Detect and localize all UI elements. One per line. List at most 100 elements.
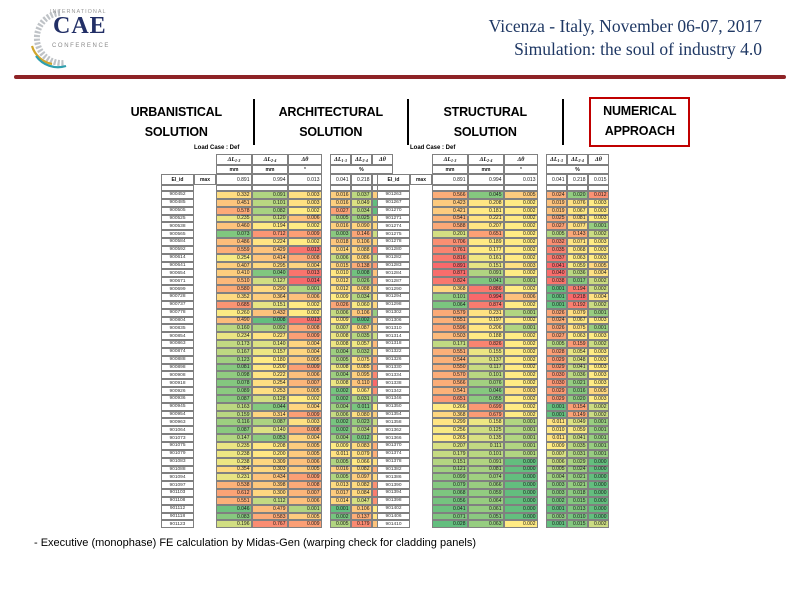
element-id: 900728	[161, 292, 194, 301]
gap	[538, 246, 546, 254]
value-cell: 0.020	[567, 191, 588, 199]
element-id: 900452	[161, 191, 194, 199]
gap	[322, 458, 330, 466]
value-cell: 0.002	[504, 371, 538, 380]
element-id: 900936	[161, 394, 194, 403]
el-id-header: El_id	[377, 174, 410, 185]
gap	[538, 418, 546, 426]
gap	[322, 379, 330, 387]
value-cell: 0.003	[330, 230, 351, 239]
element-id: 901108	[161, 496, 194, 505]
gap	[322, 411, 330, 419]
gap	[322, 364, 330, 372]
max-label: max	[194, 174, 216, 185]
gap	[322, 309, 330, 317]
value-cell: 0.224	[252, 238, 288, 246]
value-cell: 0.706	[432, 238, 468, 246]
element-id: 901271	[377, 214, 410, 223]
value-cell: 0.003	[588, 379, 609, 388]
gap	[538, 317, 546, 325]
gap	[538, 450, 546, 458]
value-cell: 0.218	[567, 292, 588, 301]
value-cell: 0.005	[546, 340, 567, 348]
spacer	[410, 191, 432, 199]
spacer	[194, 426, 216, 434]
gap	[322, 371, 330, 379]
value-cell: 0.112	[252, 496, 288, 505]
spacer	[194, 277, 216, 285]
value-cell: 0.035	[351, 332, 372, 341]
spacer	[194, 497, 216, 505]
gap	[538, 364, 546, 372]
spacer	[410, 356, 432, 364]
gap	[538, 215, 546, 223]
element-id: 901374	[377, 449, 410, 458]
value-cell: 0.207	[468, 222, 504, 231]
value-cell: 0.087	[252, 418, 288, 427]
value-cell: 0.025	[546, 214, 567, 223]
value-cell: 0.222	[252, 371, 288, 380]
value-cell: 0.010	[567, 512, 588, 521]
value-cell: 0.149	[567, 410, 588, 419]
value-cell: 0.006	[546, 457, 567, 466]
value-cell: 0.001	[546, 410, 567, 419]
value-cell: 0.002	[588, 285, 609, 293]
value-cell: 0.007	[546, 449, 567, 458]
value-cell: 0.886	[468, 285, 504, 293]
value-cell: 0.023	[351, 418, 372, 427]
value-cell: 0.067	[351, 387, 372, 395]
value-cell: 0.140	[252, 426, 288, 435]
value-cell: 0.009	[546, 442, 567, 450]
spacer	[410, 411, 432, 419]
value-cell: 0.026	[546, 324, 567, 333]
value-cell: 0.004	[330, 347, 351, 356]
gap	[322, 340, 330, 348]
element-id: 901350	[377, 402, 410, 411]
section-divider	[252, 99, 255, 145]
value-cell: 0.001	[588, 418, 609, 427]
element-id: 901326	[377, 355, 410, 364]
value-cell: 0.068	[432, 489, 468, 497]
value-cell: 0.303	[252, 465, 288, 474]
load-case-label: Load Case : Def	[194, 145, 240, 151]
value-cell: 0.157	[252, 347, 288, 356]
value-cell: 0.077	[567, 222, 588, 231]
value-cell: 0.004	[588, 292, 609, 301]
value-cell: 0.059	[567, 426, 588, 435]
value-cell: 0.001	[330, 504, 351, 513]
value-cell: 0.040	[252, 269, 288, 278]
element-id: 901402	[377, 504, 410, 513]
value-cell: 0.354	[216, 465, 252, 474]
section-label: SOLUTION	[299, 125, 363, 139]
value-cell: 0.002	[504, 214, 538, 223]
divider-rule	[14, 75, 786, 79]
element-id: 901306	[377, 316, 410, 325]
gap	[322, 434, 330, 442]
spacer	[410, 230, 432, 238]
section-label: SOLUTION	[144, 125, 208, 139]
value-cell: 0.012	[588, 191, 609, 199]
value-cell: 0.002	[504, 269, 538, 278]
gap	[322, 254, 330, 262]
max-value: 0.891	[432, 174, 468, 185]
element-id: 901342	[377, 387, 410, 395]
blank-cell	[546, 185, 567, 191]
delta-col-header: ΔL 1-3	[546, 154, 567, 165]
value-cell: 0.140	[252, 340, 288, 348]
value-cell: 0.101	[468, 371, 504, 380]
spacer	[410, 277, 432, 285]
spacer	[410, 426, 432, 434]
value-cell: 0.041	[567, 363, 588, 372]
value-cell: 0.001	[588, 449, 609, 458]
value-cell: 0.040	[546, 269, 567, 278]
value-cell: 0.002	[351, 316, 372, 325]
spacer	[194, 207, 216, 215]
value-cell: 0.004	[288, 340, 322, 348]
element-id: 900908	[161, 371, 194, 380]
value-cell: 0.087	[216, 426, 252, 435]
value-cell: 0.003	[504, 387, 538, 395]
gap	[538, 222, 546, 230]
gap	[538, 309, 546, 317]
element-id: 900954	[161, 410, 194, 419]
gap	[538, 207, 546, 215]
